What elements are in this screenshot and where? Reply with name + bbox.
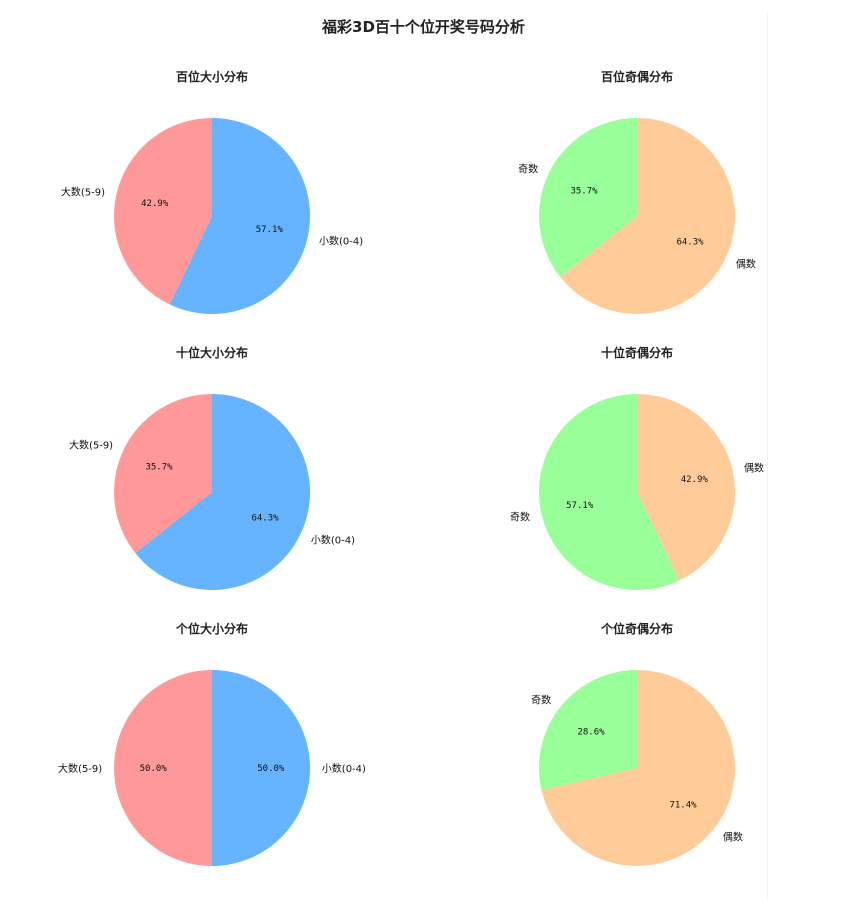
slice-category-label: 小数(0-4): [311, 534, 355, 547]
pie-slice: [560, 118, 736, 314]
slice-percent-label: 42.9%: [141, 199, 169, 209]
pie-slice: [114, 118, 212, 305]
slice-percent-label: 57.1%: [256, 225, 284, 235]
slice-category-label: 偶数: [744, 462, 764, 475]
slice-percent-label: 64.3%: [251, 514, 279, 524]
chart-title: 百位奇偶分布: [601, 69, 673, 84]
slice-percent-label: 71.4%: [669, 801, 697, 811]
slice-category-label: 小数(0-4): [319, 234, 363, 247]
slice-category-label: 奇数: [531, 694, 551, 707]
slice-category-label: 大数(5-9): [58, 762, 102, 775]
pie-slice: [539, 670, 637, 790]
pie-slice: [212, 670, 310, 866]
pie-slice: [169, 118, 311, 314]
slice-percent-label: 64.3%: [676, 238, 704, 248]
slice-percent-label: 28.6%: [577, 727, 605, 737]
pie-slice: [135, 394, 311, 590]
slice-category-label: 大数(5-9): [69, 438, 113, 451]
pie-chart: 个位大小分布 50.0% 小数(0-4) 50.0% 大数(5-9): [58, 621, 366, 866]
slice-percent-label: 50.0%: [257, 764, 285, 774]
slice-percent-label: 42.9%: [681, 475, 709, 485]
slice-percent-label: 35.7%: [570, 187, 598, 197]
pie-chart: 十位奇偶分布 42.9% 偶数 57.1% 奇数: [510, 345, 764, 590]
pie-chart: 百位大小分布 57.1% 小数(0-4) 42.9% 大数(5-9): [61, 69, 363, 314]
slice-category-label: 小数(0-4): [322, 762, 366, 775]
slice-percent-label: 57.1%: [566, 501, 594, 511]
slice-category-label: 偶数: [723, 830, 743, 843]
pie-slice: [114, 394, 212, 554]
slice-category-label: 奇数: [510, 510, 530, 523]
chart-title: 个位奇偶分布: [600, 621, 673, 636]
chart-title: 十位大小分布: [176, 345, 248, 360]
chart-title: 十位奇偶分布: [601, 345, 673, 360]
slice-category-label: 大数(5-9): [61, 186, 105, 199]
chart-title: 百位大小分布: [176, 69, 248, 84]
slice-percent-label: 35.7%: [145, 463, 173, 473]
slice-category-label: 偶数: [736, 258, 756, 271]
pie-slice: [114, 670, 212, 866]
pie-chart: 十位大小分布 64.3% 小数(0-4) 35.7% 大数(5-9): [69, 345, 355, 590]
pie-chart: 个位奇偶分布 71.4% 偶数 28.6% 奇数: [531, 621, 743, 866]
main-title: 福彩3D百十个位开奖号码分析: [322, 18, 525, 36]
chart-title: 个位大小分布: [175, 621, 248, 636]
slice-percent-label: 50.0%: [140, 764, 168, 774]
pie-slice: [539, 118, 637, 278]
pie-slice: [541, 669, 736, 866]
slice-category-label: 奇数: [518, 162, 538, 175]
pie-slice: [637, 394, 735, 581]
pie-slice: [538, 394, 680, 590]
pie-chart: 百位奇偶分布 64.3% 偶数 35.7% 奇数: [518, 69, 756, 314]
